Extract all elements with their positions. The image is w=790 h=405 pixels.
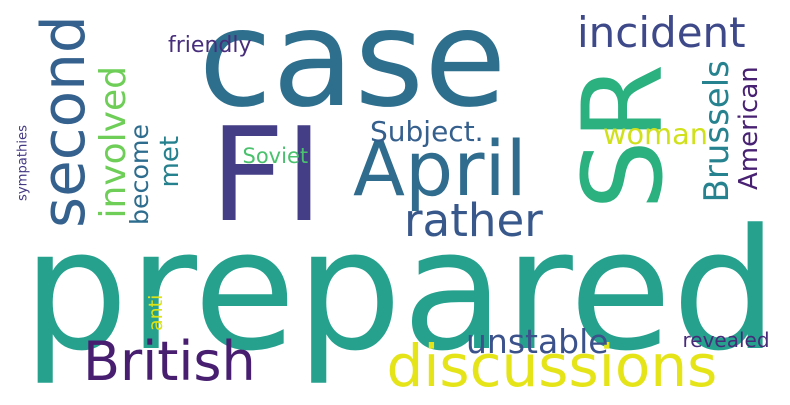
word-woman: woman xyxy=(603,117,709,151)
word-fi: FI xyxy=(210,99,324,251)
word-become: become xyxy=(125,123,154,225)
word-british: British xyxy=(83,330,256,393)
word-american: American xyxy=(734,66,764,190)
word-incident: incident xyxy=(577,8,746,57)
word-anti: anti xyxy=(145,294,167,331)
word-prepared: prepared xyxy=(22,194,778,388)
word-case: case xyxy=(198,0,507,137)
word-friendly: friendly xyxy=(168,33,252,58)
word-unstable: unstable xyxy=(466,322,609,361)
word-revealed: revealed xyxy=(682,328,770,352)
word-subject: Subject. xyxy=(370,115,484,148)
word-discussions: discussions xyxy=(386,332,718,400)
word-second: second xyxy=(30,15,99,228)
word-sympathies: sympathies xyxy=(15,125,31,201)
word-april: April xyxy=(353,124,527,213)
word-soviet: Soviet xyxy=(242,144,309,168)
word-met: met xyxy=(155,135,185,188)
word-rather: rather xyxy=(404,194,543,247)
